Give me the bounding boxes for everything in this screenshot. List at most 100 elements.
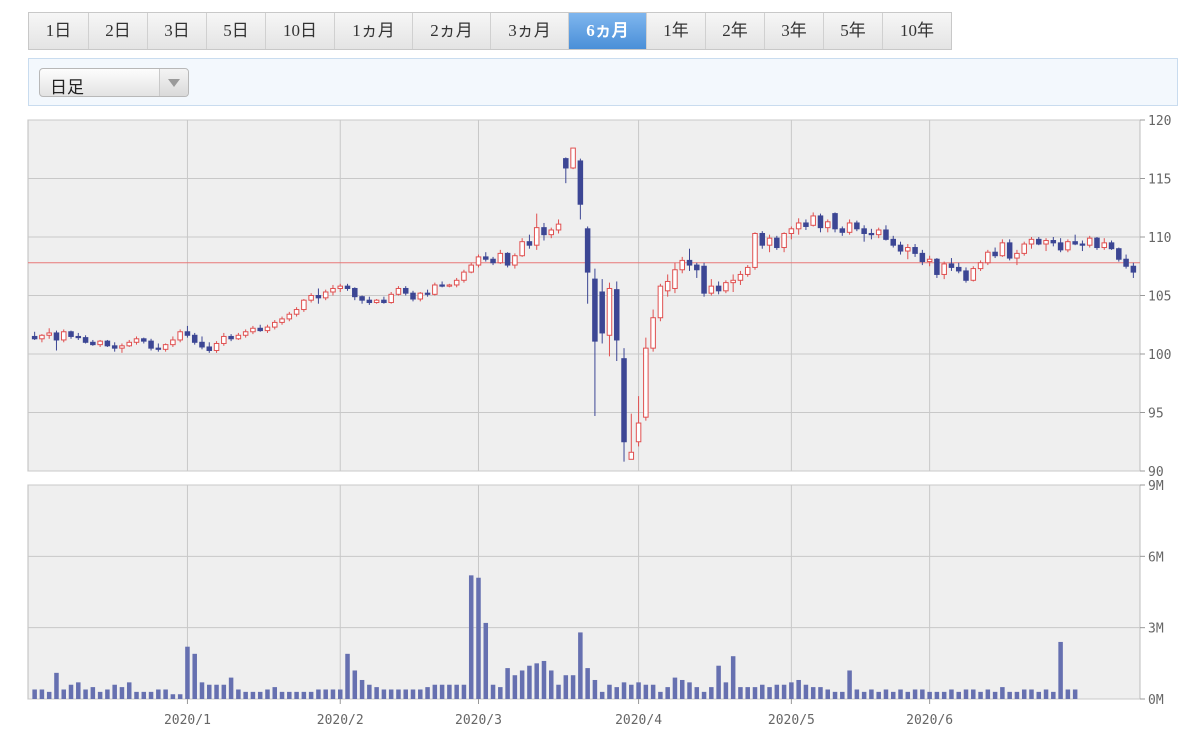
candle — [366, 296, 373, 305]
price-tick-label: 105 — [1148, 290, 1171, 305]
candle — [613, 281, 620, 362]
volume-bar — [1014, 691, 1020, 699]
tab-9[interactable]: 1年 — [647, 13, 706, 49]
volume-bar — [789, 682, 794, 699]
tab-0[interactable]: 1日 — [29, 13, 89, 49]
candle — [875, 227, 882, 239]
candle-body — [1123, 258, 1129, 267]
x-tick-label: 2020/1 — [164, 713, 211, 728]
candle — [977, 260, 984, 271]
candle — [825, 219, 831, 233]
candle-body — [912, 247, 918, 254]
interval-select[interactable]: 日足 — [39, 68, 189, 97]
tab-8[interactable]: 6ヵ月 — [569, 13, 647, 49]
candle-body — [854, 222, 860, 230]
candle — [141, 337, 147, 344]
tab-4[interactable]: 10日 — [266, 13, 335, 49]
volume-bar — [898, 689, 903, 699]
tab-7[interactable]: 3ヵ月 — [491, 13, 569, 49]
candle-body — [730, 279, 736, 284]
candle — [191, 332, 198, 345]
volume-bar — [527, 665, 532, 699]
volume-bar — [439, 684, 445, 699]
x-tick-label: 2020/5 — [768, 713, 815, 728]
candle-body — [206, 346, 213, 351]
volume-bar — [519, 670, 525, 699]
candle-body — [141, 338, 147, 342]
volume-bar — [112, 684, 117, 699]
candle — [53, 330, 60, 351]
candle-body — [279, 318, 285, 323]
volume-bar — [287, 691, 292, 699]
candle-body — [963, 270, 969, 281]
tab-2[interactable]: 3日 — [148, 13, 207, 49]
candle — [512, 253, 518, 269]
candle — [228, 334, 234, 342]
volume-bar — [97, 691, 103, 699]
candle — [1028, 237, 1035, 249]
candle — [650, 309, 656, 352]
volume-bar — [177, 694, 183, 699]
volume-bar — [418, 689, 423, 699]
price-tick-label: 120 — [1148, 114, 1171, 129]
tab-5[interactable]: 1ヵ月 — [335, 13, 413, 49]
candle — [759, 231, 766, 249]
candle-body — [679, 259, 685, 271]
candle-body — [512, 255, 518, 266]
volume-bar — [105, 689, 110, 699]
candle-body — [868, 232, 875, 236]
tab-11[interactable]: 3年 — [765, 13, 824, 49]
candle — [846, 219, 853, 235]
candle-body — [919, 252, 926, 263]
volume-bar — [818, 687, 823, 699]
candle — [599, 279, 605, 344]
candle — [68, 330, 74, 339]
candle-body — [861, 228, 867, 234]
candle — [1065, 239, 1071, 253]
candle — [1036, 237, 1042, 246]
candle-body — [1057, 242, 1064, 251]
tab-10[interactable]: 2年 — [706, 13, 765, 49]
candle — [890, 235, 896, 248]
candle — [955, 262, 962, 274]
tab-6[interactable]: 2ヵ月 — [413, 13, 491, 49]
volume-bar — [767, 687, 772, 699]
tab-1[interactable]: 2日 — [89, 13, 148, 49]
candle — [133, 336, 140, 345]
volume-bar — [68, 684, 74, 699]
volume-bar — [483, 622, 489, 699]
candle-body — [810, 215, 816, 226]
candle-body — [322, 291, 329, 299]
volume-bar — [243, 691, 248, 699]
candle-body — [825, 221, 831, 229]
volume-bar — [490, 684, 496, 699]
candle-body — [955, 266, 962, 272]
candle — [352, 287, 358, 301]
candle-body — [417, 292, 424, 300]
volume-bar — [861, 691, 867, 699]
price-tick-label: 110 — [1148, 231, 1171, 246]
candle-body — [359, 296, 365, 301]
candle — [606, 282, 613, 357]
volume-bar — [396, 689, 401, 699]
candle-body — [1079, 243, 1086, 246]
volume-bar — [39, 689, 45, 699]
candle-body — [1072, 241, 1078, 245]
candle — [1050, 237, 1057, 247]
candle — [250, 325, 256, 335]
tab-3[interactable]: 5日 — [207, 13, 266, 49]
candle — [519, 238, 525, 257]
chevron-down-icon[interactable] — [159, 69, 188, 96]
candle-body — [330, 287, 336, 293]
candle — [221, 332, 227, 346]
volume-bar — [876, 691, 881, 699]
volume-bar — [308, 691, 314, 699]
candle — [475, 254, 482, 268]
candle-body — [410, 292, 416, 300]
volume-bar — [636, 682, 641, 699]
volume-bar — [541, 660, 547, 699]
tab-12[interactable]: 5年 — [824, 13, 883, 49]
tab-13[interactable]: 10年 — [883, 13, 951, 49]
candle-body — [584, 228, 591, 273]
